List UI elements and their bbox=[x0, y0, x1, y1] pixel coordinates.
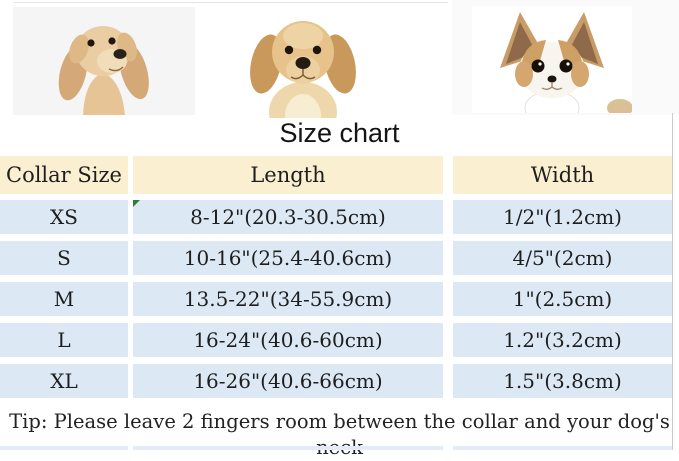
cell-length: 13.5-22"(34-55.9cm) bbox=[133, 282, 443, 316]
bottom-row-strip bbox=[133, 446, 443, 450]
table-row-xs: XS 8-12"(20.3-30.5cm) 1/2"(1.2cm) bbox=[0, 200, 672, 234]
cell-width: 1.5"(3.8cm) bbox=[453, 364, 672, 398]
cell-width: 1/2"(1.2cm) bbox=[453, 200, 672, 234]
tip-text: Tip: Please leave 2 fingers room between… bbox=[9, 410, 670, 459]
dachshund-puppy-image bbox=[58, 26, 149, 115]
cell-comment-triangle-icon bbox=[133, 200, 140, 207]
bottom-row-strip bbox=[453, 446, 672, 450]
cell-size: M bbox=[0, 282, 128, 316]
right-divider bbox=[672, 113, 673, 450]
cell-size: XL bbox=[0, 364, 128, 398]
table-row-m: M 13.5-22"(34-55.9cm) 1"(2.5cm) bbox=[0, 282, 672, 316]
chihuahua-image bbox=[500, 12, 632, 113]
chihuahua-photo bbox=[472, 6, 632, 113]
cell-width: 1"(2.5cm) bbox=[453, 282, 672, 316]
cell-length: 8-12"(20.3-30.5cm) bbox=[133, 200, 443, 234]
table-row-s: S 10-16"(25.4-40.6cm) 4/5"(2cm) bbox=[0, 241, 672, 275]
size-table: Collar Size Length Width XS 8-12"(20.3-3… bbox=[0, 156, 672, 405]
cell-size: S bbox=[0, 241, 128, 275]
cell-length: 16-24"(40.6-60cm) bbox=[133, 323, 443, 357]
cell-size: XS bbox=[0, 200, 128, 234]
cell-size: L bbox=[0, 323, 128, 357]
page-title: Size chart bbox=[279, 118, 400, 148]
header-cell-length: Length bbox=[133, 156, 443, 194]
golden-retriever-puppy-photo bbox=[228, 6, 378, 118]
cell-width: 4/5"(2cm) bbox=[453, 241, 672, 275]
dachshund-puppy-photo bbox=[13, 7, 195, 115]
header-cell-width: Width bbox=[453, 156, 672, 194]
cell-length: 10-16"(25.4-40.6cm) bbox=[133, 241, 443, 275]
bottom-row-strip bbox=[0, 446, 128, 450]
golden-retriever-puppy-image bbox=[250, 21, 356, 118]
top-divider bbox=[14, 2, 448, 3]
table-header-row: Collar Size Length Width bbox=[0, 156, 672, 194]
cell-length: 16-26"(40.6-66cm) bbox=[133, 364, 443, 398]
table-row-l: L 16-24"(40.6-60cm) 1.2"(3.2cm) bbox=[0, 323, 672, 357]
table-row-xl: XL 16-26"(40.6-66cm) 1.5"(3.8cm) bbox=[0, 364, 672, 398]
cell-width: 1.2"(3.2cm) bbox=[453, 323, 672, 357]
header-cell-collar-size: Collar Size bbox=[0, 156, 128, 194]
